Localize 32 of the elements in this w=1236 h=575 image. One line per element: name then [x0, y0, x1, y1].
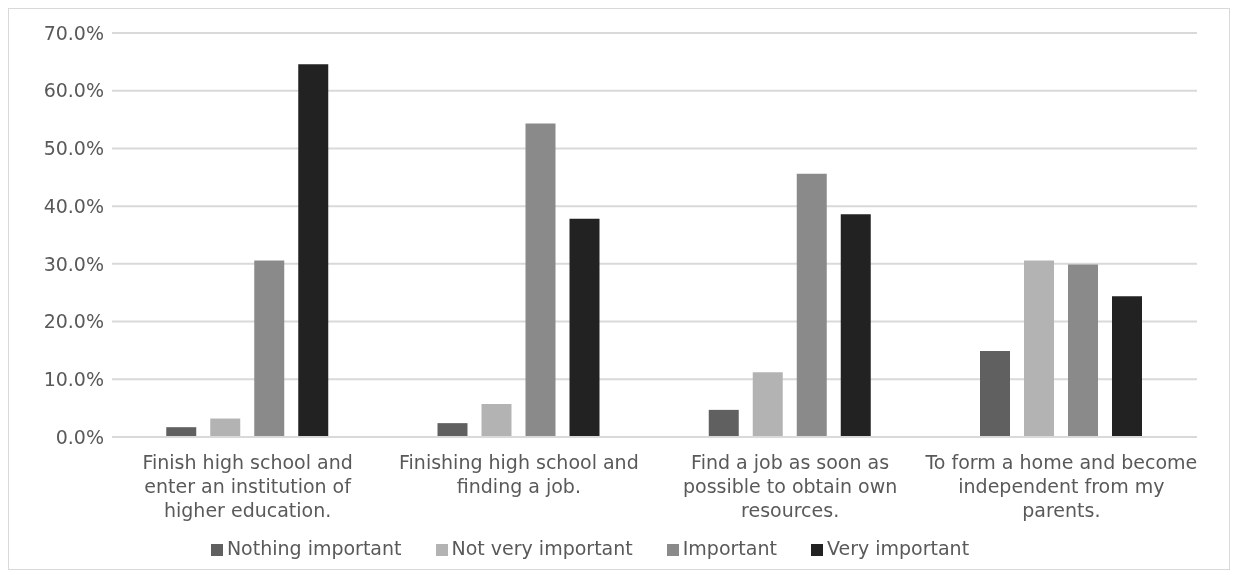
bar — [796, 173, 827, 437]
bar — [569, 218, 600, 437]
bar — [1024, 260, 1054, 437]
bar — [752, 372, 783, 437]
legend-label: Important — [682, 537, 777, 559]
bar — [298, 64, 329, 437]
bar — [1068, 264, 1098, 437]
y-tick-label: 70.0% — [43, 21, 104, 44]
x-tick-label: Finish high school and enter an institution of higher education. — [142, 451, 353, 521]
y-tick-label: 50.0% — [43, 137, 104, 160]
x-tick-label: To form a home and become independent from my parents. — [924, 451, 1198, 521]
bar — [254, 260, 285, 437]
y-tick-label: 0.0% — [55, 425, 104, 448]
bar — [166, 427, 197, 437]
legend-label: Very important — [826, 537, 970, 559]
bar — [1112, 296, 1142, 437]
y-tick-label: 30.0% — [43, 252, 104, 275]
bar — [840, 214, 871, 437]
legend-label: Nothing important — [226, 537, 402, 559]
y-tick-label: 20.0% — [43, 310, 104, 333]
bar — [210, 418, 241, 437]
x-tick-label: Finishing high school and finding a job. — [399, 451, 639, 497]
bar — [525, 123, 556, 437]
y-tick-label: 40.0% — [43, 194, 104, 217]
bar — [437, 423, 468, 437]
y-tick-label: 60.0% — [43, 79, 104, 102]
bar — [980, 351, 1010, 437]
x-tick-label: Find a job as soon as possible to obtain own resources. — [682, 451, 898, 521]
legend-label: Not very important — [451, 537, 633, 559]
bar — [481, 404, 512, 437]
y-tick-label: 10.0% — [43, 368, 104, 391]
bar — [708, 409, 739, 437]
